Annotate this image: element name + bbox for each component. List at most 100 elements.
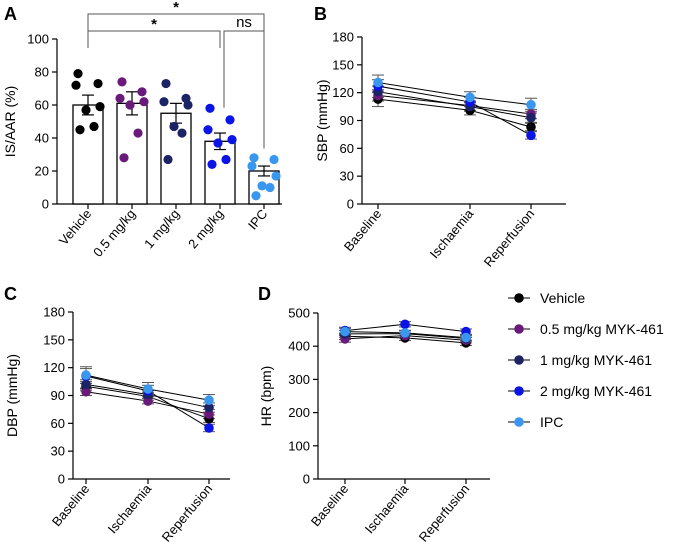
data-point xyxy=(93,78,103,89)
data-point xyxy=(89,121,99,132)
series-line xyxy=(377,81,532,106)
x-tick-label: Baseline xyxy=(49,481,93,529)
y-tick-label: 200 xyxy=(288,405,310,420)
panel-b-sbp-chart: 0 30 60 90 120 150 180 SBP (mmHg) Baseline Ischae… xyxy=(314,30,566,270)
data-point xyxy=(205,103,215,113)
y-tick-label: 90 xyxy=(340,113,354,128)
data-point xyxy=(225,115,235,125)
data-point xyxy=(137,87,147,97)
panel-c-dbp-chart: 0 30 60 90 120 150 180 DBP (mmHg) Baseline Ischae… xyxy=(4,305,230,545)
data-point xyxy=(73,69,83,79)
panel-label-d: D xyxy=(258,284,271,304)
data-point xyxy=(257,181,267,191)
bar-3 xyxy=(204,140,236,205)
x-tick-label: Baseline xyxy=(308,481,352,529)
data-point xyxy=(221,154,231,165)
series-line xyxy=(377,94,532,115)
data-point xyxy=(95,102,105,112)
x-tick-label: Reperfusion xyxy=(159,481,216,544)
data-point xyxy=(117,77,127,87)
bar-1 xyxy=(116,102,148,205)
y-tick-label: 40 xyxy=(35,131,49,146)
data-point xyxy=(159,97,169,107)
data-point xyxy=(125,100,135,110)
x-tick-label: 1 mg/kg xyxy=(141,206,182,251)
data-point xyxy=(81,379,91,390)
data-point xyxy=(203,125,213,135)
data-point xyxy=(163,154,173,165)
data-point xyxy=(249,153,259,163)
y-tick-label: 180 xyxy=(332,30,354,45)
data-point xyxy=(115,93,125,103)
x-tick-label: Reperfusion xyxy=(481,206,538,269)
data-point xyxy=(373,77,383,88)
y-tick-label: 150 xyxy=(43,332,65,347)
y-axis-label: DBP (mmHg) xyxy=(4,354,20,437)
data-point xyxy=(227,135,237,145)
legend-label: 0.5 mg/kg MYK-461 xyxy=(540,321,664,337)
data-point xyxy=(119,153,129,163)
panel-d-hr-chart: 0 100 200 300 400 500 HR (bpm) Baseline Ischaemi… xyxy=(258,306,490,545)
data-point xyxy=(81,105,91,115)
data-point xyxy=(169,121,179,132)
x-tick-label: IPC xyxy=(245,206,270,232)
y-tick-label: 80 xyxy=(35,65,49,80)
data-point xyxy=(271,171,281,181)
data-point xyxy=(526,99,536,110)
significance-label: ns xyxy=(236,14,252,31)
legend-marker xyxy=(514,355,524,365)
panel-label-c: C xyxy=(4,284,17,304)
y-tick-label: 120 xyxy=(43,360,65,375)
data-point xyxy=(204,402,214,413)
data-point xyxy=(526,130,536,141)
legend-label: 2 mg/kg MYK-461 xyxy=(540,383,652,399)
y-tick-label: 300 xyxy=(288,372,310,387)
y-tick-label: 180 xyxy=(43,305,65,320)
bar-0 xyxy=(72,104,104,205)
data-point xyxy=(269,154,279,165)
legend-marker xyxy=(514,293,524,303)
y-tick-label: 400 xyxy=(288,339,310,354)
significance-bracket xyxy=(87,13,265,31)
data-point xyxy=(251,191,261,201)
x-tick-label: Ischaemia xyxy=(427,206,477,262)
y-tick-label: 90 xyxy=(51,388,65,403)
y-axis-label: IS/AAR (%) xyxy=(2,86,18,158)
data-point xyxy=(71,80,81,90)
y-tick-label: 60 xyxy=(340,141,354,156)
y-tick-label: 100 xyxy=(288,438,310,453)
y-axis-label: SBP (mmHg) xyxy=(314,79,330,161)
data-point xyxy=(143,384,153,394)
y-tick-label: 150 xyxy=(332,57,354,72)
series-line xyxy=(377,91,532,119)
y-tick-label: 20 xyxy=(35,164,49,179)
y-tick-label: 0 xyxy=(42,197,49,212)
x-tick-label: 2 mg/kg xyxy=(185,206,226,251)
y-tick-label: 30 xyxy=(51,444,65,459)
y-tick-label: 60 xyxy=(35,98,49,113)
legend-marker xyxy=(514,386,524,396)
data-point xyxy=(526,112,536,123)
data-point xyxy=(75,125,85,135)
x-tick-label: Baseline xyxy=(341,206,385,254)
data-point xyxy=(204,423,214,433)
y-tick-label: 500 xyxy=(288,306,310,321)
data-point xyxy=(81,370,91,380)
data-point xyxy=(207,159,217,169)
significance-bracket xyxy=(223,30,265,149)
y-axis-label: HR (bpm) xyxy=(258,366,274,427)
legend-label: IPC xyxy=(540,414,563,430)
y-tick-label: 120 xyxy=(332,85,354,100)
data-point xyxy=(161,78,171,89)
legend: Vehicle 0.5 mg/kg MYK-461 1 mg/kg MYK-461 2… xyxy=(508,290,664,430)
data-point xyxy=(204,395,214,405)
x-tick-label: 0.5 mg/kg xyxy=(90,206,138,259)
data-point xyxy=(183,100,193,110)
y-tick-label: 0 xyxy=(58,472,65,487)
legend-marker xyxy=(514,417,524,427)
data-point xyxy=(139,97,149,107)
data-point xyxy=(400,319,410,330)
significance-bracket xyxy=(87,30,221,48)
